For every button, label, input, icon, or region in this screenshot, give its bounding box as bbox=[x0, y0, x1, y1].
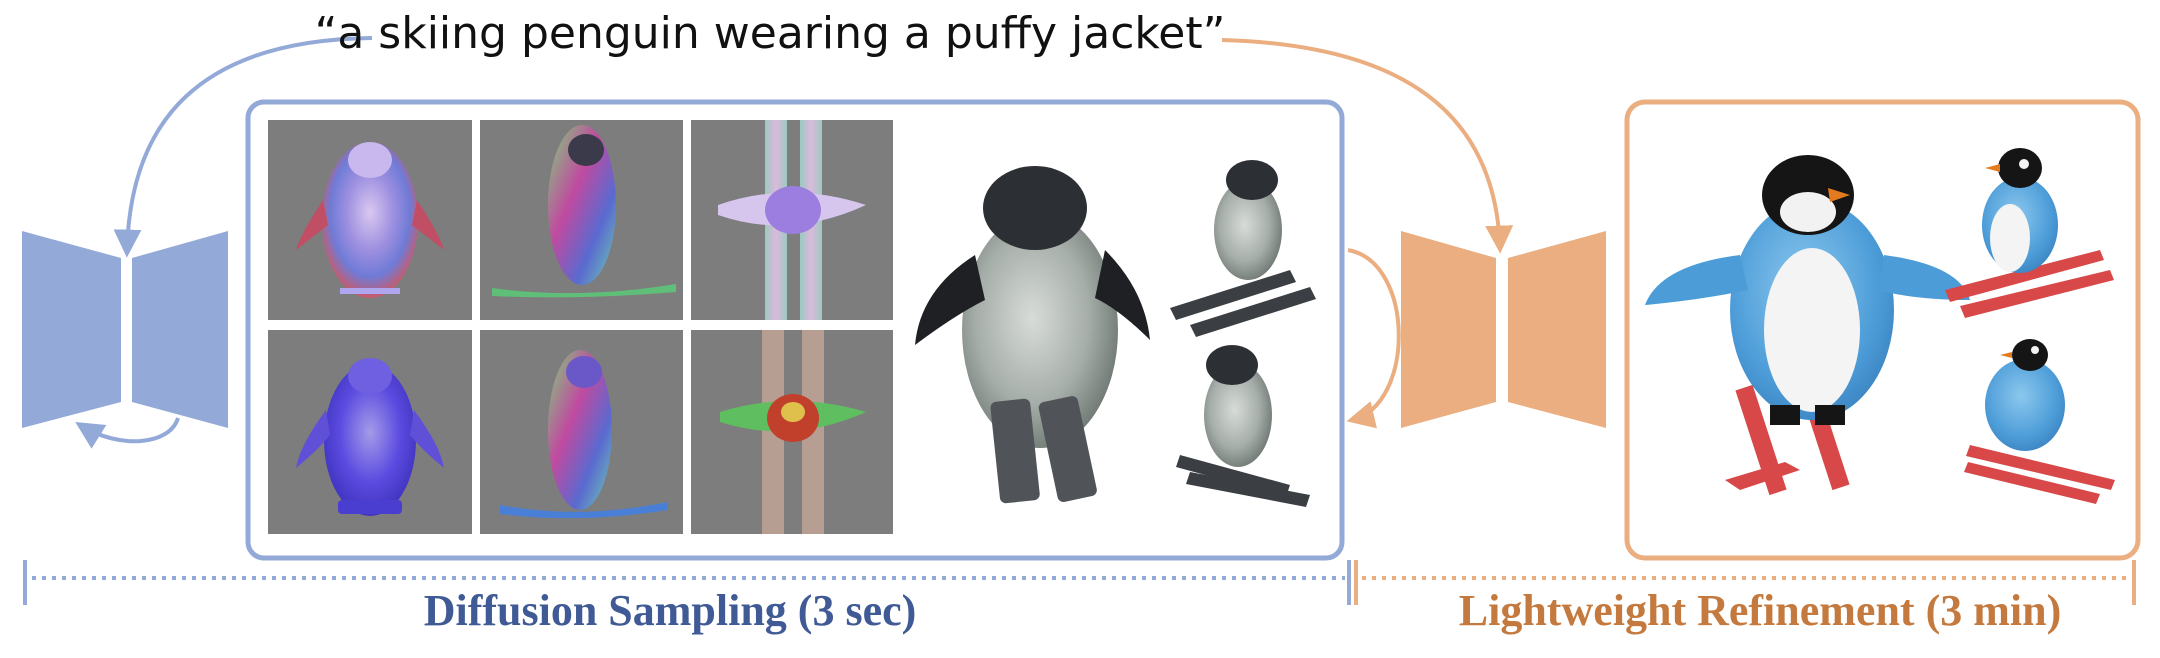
lightweight-refinement-label: Lightweight Refinement (3 min) bbox=[1458, 586, 2062, 635]
normal-map-tile bbox=[691, 330, 893, 534]
prompt-to-encoder-arrow bbox=[113, 36, 373, 258]
normal-map-tile bbox=[480, 330, 683, 534]
diffusion-network-icon bbox=[22, 231, 228, 449]
diffusion-sampling-label: Diffusion Sampling (3 sec) bbox=[423, 586, 917, 635]
refined-3d-penguin-small-top bbox=[1945, 148, 2114, 318]
coarse-3d-penguin-small-bottom bbox=[1176, 345, 1310, 507]
multiview-normal-maps bbox=[268, 120, 893, 534]
refined-3d-penguin-small-bottom bbox=[1964, 339, 2115, 504]
refinement-timeline bbox=[1354, 560, 2136, 605]
feedback-arrow bbox=[1346, 248, 1401, 429]
normal-map-tile bbox=[691, 120, 893, 320]
normal-map-tile bbox=[480, 120, 683, 320]
prompt-to-refiner-arrow bbox=[1221, 38, 1514, 254]
coarse-3d-penguin-large bbox=[915, 166, 1150, 504]
normal-map-tile bbox=[268, 120, 472, 320]
coarse-3d-penguin-small-top bbox=[1170, 160, 1316, 337]
refined-3d-penguin-large bbox=[1645, 155, 1970, 496]
diffusion-timeline bbox=[23, 560, 1351, 605]
normal-map-tile bbox=[268, 330, 472, 534]
refinement-network-icon bbox=[1401, 231, 1606, 428]
loop-arrow-icon bbox=[75, 417, 180, 449]
text-prompt: “a skiing penguin wearing a puffy jacket… bbox=[314, 8, 1226, 59]
